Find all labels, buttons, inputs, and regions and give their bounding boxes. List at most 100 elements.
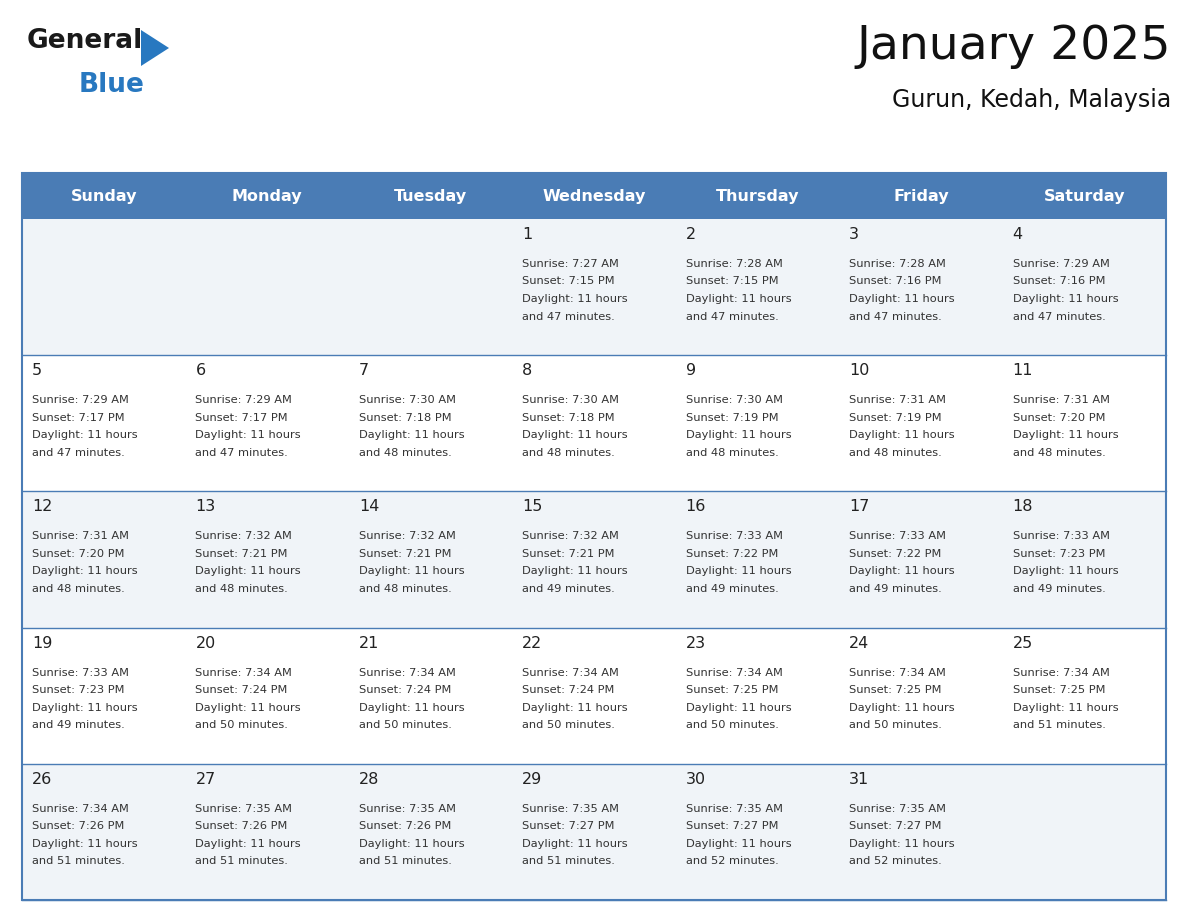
Text: 27: 27: [196, 772, 216, 787]
Text: and 51 minutes.: and 51 minutes.: [32, 856, 125, 867]
Text: Sunrise: 7:33 AM: Sunrise: 7:33 AM: [1012, 532, 1110, 542]
Text: 22: 22: [523, 635, 543, 651]
Text: 16: 16: [685, 499, 706, 514]
Text: Sunrise: 7:27 AM: Sunrise: 7:27 AM: [523, 259, 619, 269]
Text: Sunrise: 7:34 AM: Sunrise: 7:34 AM: [359, 667, 456, 677]
Text: Gurun, Kedah, Malaysia: Gurun, Kedah, Malaysia: [892, 88, 1171, 112]
Text: Daylight: 11 hours: Daylight: 11 hours: [359, 702, 465, 712]
Text: Sunset: 7:15 PM: Sunset: 7:15 PM: [685, 276, 778, 286]
Text: Sunrise: 7:32 AM: Sunrise: 7:32 AM: [196, 532, 292, 542]
Text: Daylight: 11 hours: Daylight: 11 hours: [849, 702, 955, 712]
Text: Blue: Blue: [78, 72, 145, 98]
Text: Daylight: 11 hours: Daylight: 11 hours: [359, 431, 465, 441]
Text: Sunday: Sunday: [70, 188, 137, 204]
Text: and 49 minutes.: and 49 minutes.: [685, 584, 778, 594]
Text: Sunset: 7:23 PM: Sunset: 7:23 PM: [1012, 549, 1105, 559]
Text: Sunset: 7:24 PM: Sunset: 7:24 PM: [523, 685, 614, 695]
Text: Sunset: 7:26 PM: Sunset: 7:26 PM: [359, 822, 451, 832]
Text: and 52 minutes.: and 52 minutes.: [849, 856, 942, 867]
Polygon shape: [141, 30, 169, 66]
Text: Daylight: 11 hours: Daylight: 11 hours: [685, 702, 791, 712]
Text: Sunset: 7:17 PM: Sunset: 7:17 PM: [32, 413, 125, 422]
Text: and 47 minutes.: and 47 minutes.: [32, 448, 125, 458]
Text: Sunrise: 7:29 AM: Sunrise: 7:29 AM: [196, 396, 292, 405]
Text: Daylight: 11 hours: Daylight: 11 hours: [849, 431, 955, 441]
Text: Daylight: 11 hours: Daylight: 11 hours: [32, 702, 138, 712]
Text: 4: 4: [1012, 227, 1023, 242]
Text: Sunset: 7:27 PM: Sunset: 7:27 PM: [849, 822, 942, 832]
Text: and 48 minutes.: and 48 minutes.: [359, 584, 451, 594]
Text: 14: 14: [359, 499, 379, 514]
Text: 23: 23: [685, 635, 706, 651]
Text: and 47 minutes.: and 47 minutes.: [523, 311, 615, 321]
Text: Sunrise: 7:34 AM: Sunrise: 7:34 AM: [523, 667, 619, 677]
Text: Sunset: 7:18 PM: Sunset: 7:18 PM: [359, 413, 451, 422]
Text: Sunrise: 7:29 AM: Sunrise: 7:29 AM: [32, 396, 128, 405]
Text: Daylight: 11 hours: Daylight: 11 hours: [685, 839, 791, 849]
Text: Sunset: 7:16 PM: Sunset: 7:16 PM: [849, 276, 942, 286]
Text: Daylight: 11 hours: Daylight: 11 hours: [1012, 294, 1118, 304]
Text: Daylight: 11 hours: Daylight: 11 hours: [523, 702, 628, 712]
Text: Sunrise: 7:33 AM: Sunrise: 7:33 AM: [685, 532, 783, 542]
Text: and 50 minutes.: and 50 minutes.: [849, 720, 942, 730]
Text: Daylight: 11 hours: Daylight: 11 hours: [196, 702, 301, 712]
Text: Sunset: 7:21 PM: Sunset: 7:21 PM: [196, 549, 287, 559]
Text: and 48 minutes.: and 48 minutes.: [523, 448, 615, 458]
Text: Sunrise: 7:32 AM: Sunrise: 7:32 AM: [523, 532, 619, 542]
Text: 28: 28: [359, 772, 379, 787]
Text: 18: 18: [1012, 499, 1034, 514]
Text: and 48 minutes.: and 48 minutes.: [685, 448, 778, 458]
Text: Sunrise: 7:29 AM: Sunrise: 7:29 AM: [1012, 259, 1110, 269]
Text: Daylight: 11 hours: Daylight: 11 hours: [1012, 566, 1118, 577]
Text: Daylight: 11 hours: Daylight: 11 hours: [685, 566, 791, 577]
Text: Sunset: 7:15 PM: Sunset: 7:15 PM: [523, 276, 615, 286]
Text: Daylight: 11 hours: Daylight: 11 hours: [523, 566, 628, 577]
Text: 11: 11: [1012, 364, 1034, 378]
Text: Sunrise: 7:28 AM: Sunrise: 7:28 AM: [685, 259, 783, 269]
Text: Wednesday: Wednesday: [542, 188, 646, 204]
Text: Sunrise: 7:35 AM: Sunrise: 7:35 AM: [685, 804, 783, 813]
Text: 25: 25: [1012, 635, 1032, 651]
Text: Tuesday: Tuesday: [394, 188, 467, 204]
Text: and 48 minutes.: and 48 minutes.: [849, 448, 942, 458]
Text: 6: 6: [196, 364, 206, 378]
Text: Sunset: 7:20 PM: Sunset: 7:20 PM: [32, 549, 125, 559]
Text: and 50 minutes.: and 50 minutes.: [685, 720, 778, 730]
Text: Sunset: 7:27 PM: Sunset: 7:27 PM: [523, 822, 614, 832]
Text: Saturday: Saturday: [1043, 188, 1125, 204]
Text: 9: 9: [685, 364, 696, 378]
Text: 8: 8: [523, 364, 532, 378]
FancyBboxPatch shape: [23, 491, 1165, 628]
Text: Sunset: 7:16 PM: Sunset: 7:16 PM: [1012, 276, 1105, 286]
Text: Daylight: 11 hours: Daylight: 11 hours: [849, 839, 955, 849]
Text: and 50 minutes.: and 50 minutes.: [196, 720, 289, 730]
Text: Sunrise: 7:35 AM: Sunrise: 7:35 AM: [196, 804, 292, 813]
Text: Sunset: 7:20 PM: Sunset: 7:20 PM: [1012, 413, 1105, 422]
Text: 7: 7: [359, 364, 369, 378]
Text: Sunrise: 7:35 AM: Sunrise: 7:35 AM: [359, 804, 456, 813]
Text: Sunrise: 7:35 AM: Sunrise: 7:35 AM: [849, 804, 946, 813]
Text: Daylight: 11 hours: Daylight: 11 hours: [685, 431, 791, 441]
Text: Sunset: 7:26 PM: Sunset: 7:26 PM: [32, 822, 125, 832]
Text: and 50 minutes.: and 50 minutes.: [523, 720, 615, 730]
Text: 15: 15: [523, 499, 543, 514]
Text: Sunrise: 7:32 AM: Sunrise: 7:32 AM: [359, 532, 456, 542]
Text: 30: 30: [685, 772, 706, 787]
Text: Sunset: 7:25 PM: Sunset: 7:25 PM: [1012, 685, 1105, 695]
Text: and 50 minutes.: and 50 minutes.: [359, 720, 451, 730]
Text: and 48 minutes.: and 48 minutes.: [196, 584, 289, 594]
FancyBboxPatch shape: [23, 628, 1165, 764]
Text: Sunrise: 7:34 AM: Sunrise: 7:34 AM: [32, 804, 128, 813]
Text: Daylight: 11 hours: Daylight: 11 hours: [849, 294, 955, 304]
Text: and 48 minutes.: and 48 minutes.: [1012, 448, 1105, 458]
Text: and 49 minutes.: and 49 minutes.: [523, 584, 615, 594]
Text: 10: 10: [849, 364, 870, 378]
Text: 29: 29: [523, 772, 543, 787]
Text: Daylight: 11 hours: Daylight: 11 hours: [1012, 702, 1118, 712]
Text: Sunrise: 7:33 AM: Sunrise: 7:33 AM: [849, 532, 946, 542]
Text: Daylight: 11 hours: Daylight: 11 hours: [523, 431, 628, 441]
Text: and 47 minutes.: and 47 minutes.: [196, 448, 289, 458]
Text: Daylight: 11 hours: Daylight: 11 hours: [32, 431, 138, 441]
Text: Sunset: 7:24 PM: Sunset: 7:24 PM: [196, 685, 287, 695]
Text: Sunset: 7:21 PM: Sunset: 7:21 PM: [359, 549, 451, 559]
